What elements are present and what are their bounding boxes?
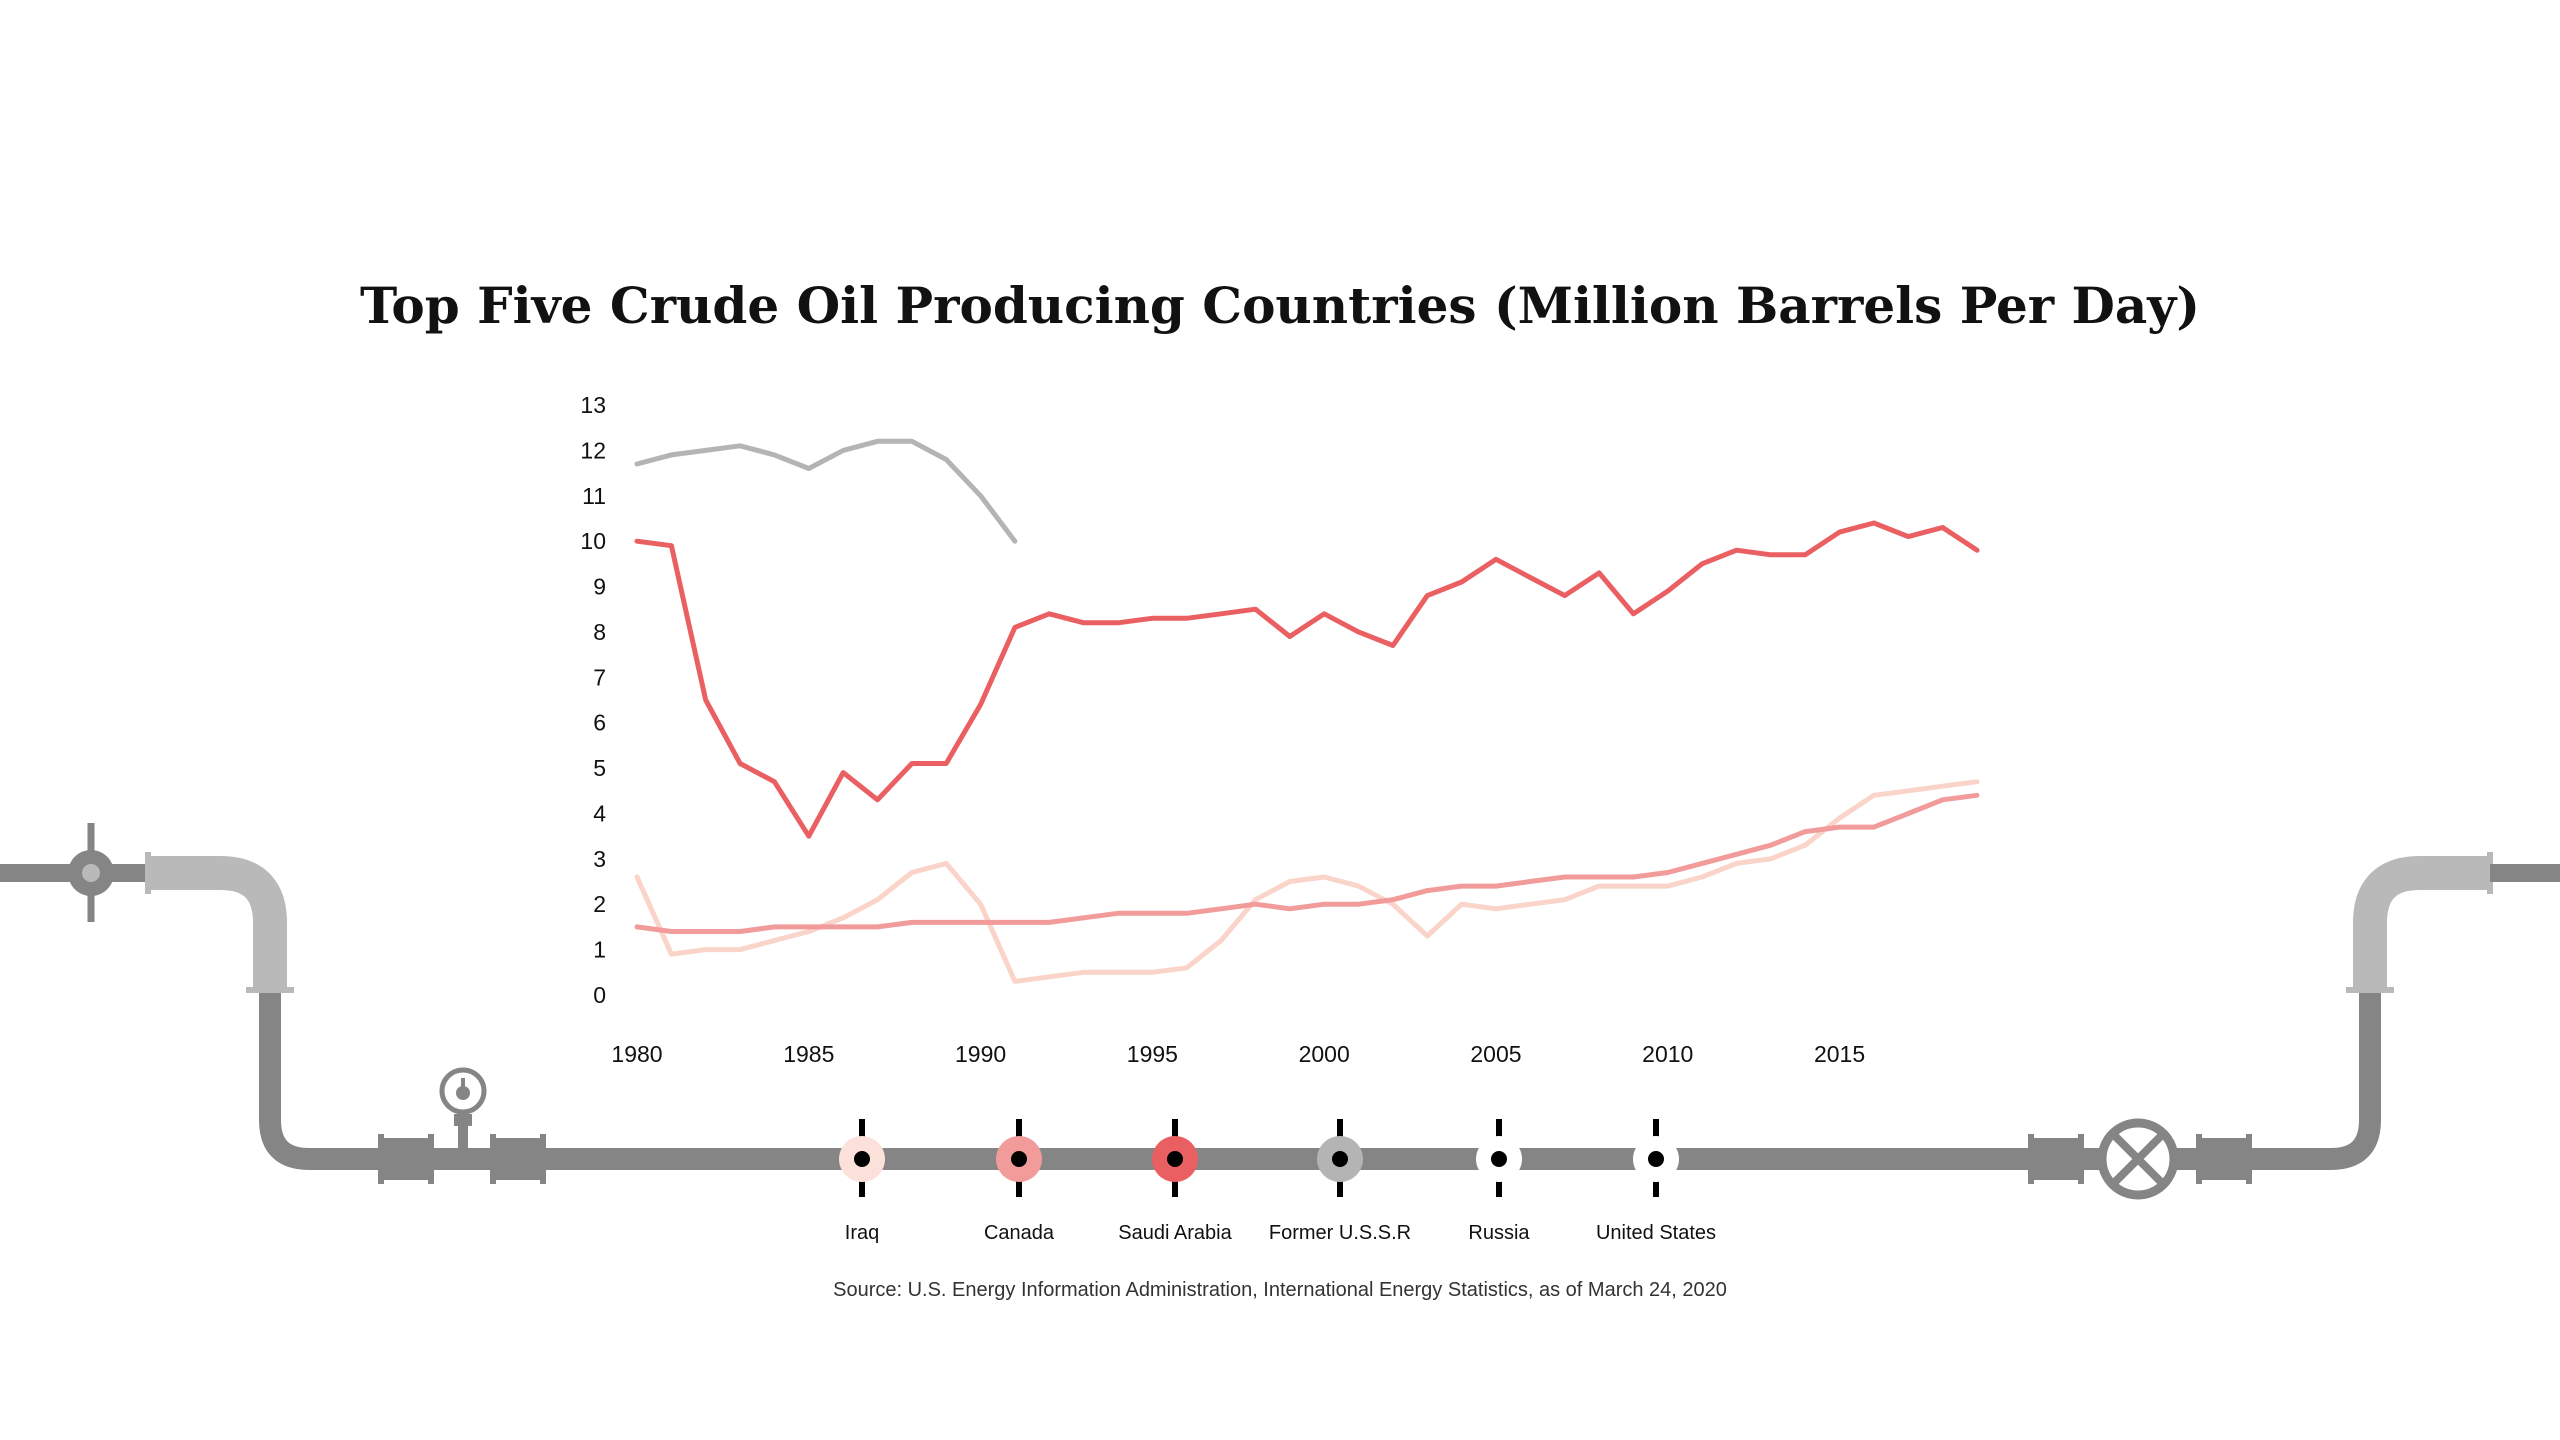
legend-label: Former U.S.S.R: [1269, 1222, 1411, 1244]
x-tick-label: 2005: [1470, 1041, 1521, 1067]
legend-label: Saudi Arabia: [1118, 1222, 1232, 1244]
legend-label: Russia: [1468, 1222, 1530, 1244]
y-tick-label: 7: [593, 664, 606, 690]
pipe-flange-right: [2028, 1134, 2252, 1184]
legend-item: Former U.S.S.R: [1269, 1119, 1411, 1244]
y-tick-label: 5: [593, 755, 606, 781]
pipe-flange-left: [378, 1134, 546, 1184]
y-tick-label: 3: [593, 846, 606, 872]
y-tick-label: 13: [580, 392, 606, 418]
y-tick-label: 2: [593, 891, 606, 917]
x-tick-label: 1985: [783, 1041, 834, 1067]
legend-item: Iraq: [839, 1119, 885, 1244]
y-tick-label: 12: [580, 437, 606, 463]
legend-label: Canada: [984, 1222, 1055, 1244]
pipeline-decoration: [0, 823, 2560, 1200]
y-tick-label: 10: [580, 528, 606, 554]
legend-marker-dot: [1332, 1151, 1348, 1167]
legend-item: Russia: [1468, 1119, 1530, 1244]
y-tick-label: 6: [593, 710, 606, 736]
legend-item: Saudi Arabia: [1118, 1119, 1233, 1244]
y-tick-label: 9: [593, 574, 606, 600]
pressure-gauge-icon: [439, 1067, 487, 1152]
pipe-valve-icon: [68, 823, 114, 922]
series-line-canada: [634, 792, 1980, 934]
x-tick-label: 1995: [1127, 1041, 1178, 1067]
legend-item: Canada: [984, 1119, 1055, 1244]
x-tick-label: 2010: [1642, 1041, 1693, 1067]
legend-marker-dot: [854, 1151, 870, 1167]
source-note: Source: U.S. Energy Information Administ…: [833, 1279, 1727, 1301]
legend-marker-dot: [1167, 1151, 1183, 1167]
x-axis: 1980 1985 1990 1995 2000 2005 2010 2015: [611, 1041, 1865, 1067]
y-tick-label: 8: [593, 619, 606, 645]
legend-marker-dot: [1648, 1151, 1664, 1167]
x-tick-label: 2000: [1299, 1041, 1350, 1067]
series-line-former-u-s-s-r: [634, 438, 1018, 544]
legend-marker-dot: [1011, 1151, 1027, 1167]
x-tick-label: 1990: [955, 1041, 1006, 1067]
x-tick-label: 1980: [611, 1041, 662, 1067]
legend: Iraq Canada Saudi Arabia Former U.S.S.R Russ…: [839, 1119, 1716, 1244]
y-tick-label: 4: [593, 800, 606, 826]
y-tick-label: 11: [582, 483, 606, 509]
series-line-iraq: [634, 779, 1980, 984]
legend-marker-dot: [1491, 1151, 1507, 1167]
y-tick-label: 0: [593, 982, 606, 1008]
legend-label: Iraq: [845, 1222, 879, 1244]
legend-item: United States: [1596, 1119, 1716, 1244]
y-tick-label: 1: [593, 937, 606, 963]
x-tick-label: 2015: [1814, 1041, 1865, 1067]
series-group: [634, 438, 1980, 984]
series-line-saudi-arabia: [634, 520, 1980, 839]
legend-label: United States: [1596, 1222, 1716, 1244]
chart-title: Top Five Crude Oil Producing Countries (…: [360, 276, 2200, 335]
wheel-valve-icon: [2097, 1118, 2179, 1200]
